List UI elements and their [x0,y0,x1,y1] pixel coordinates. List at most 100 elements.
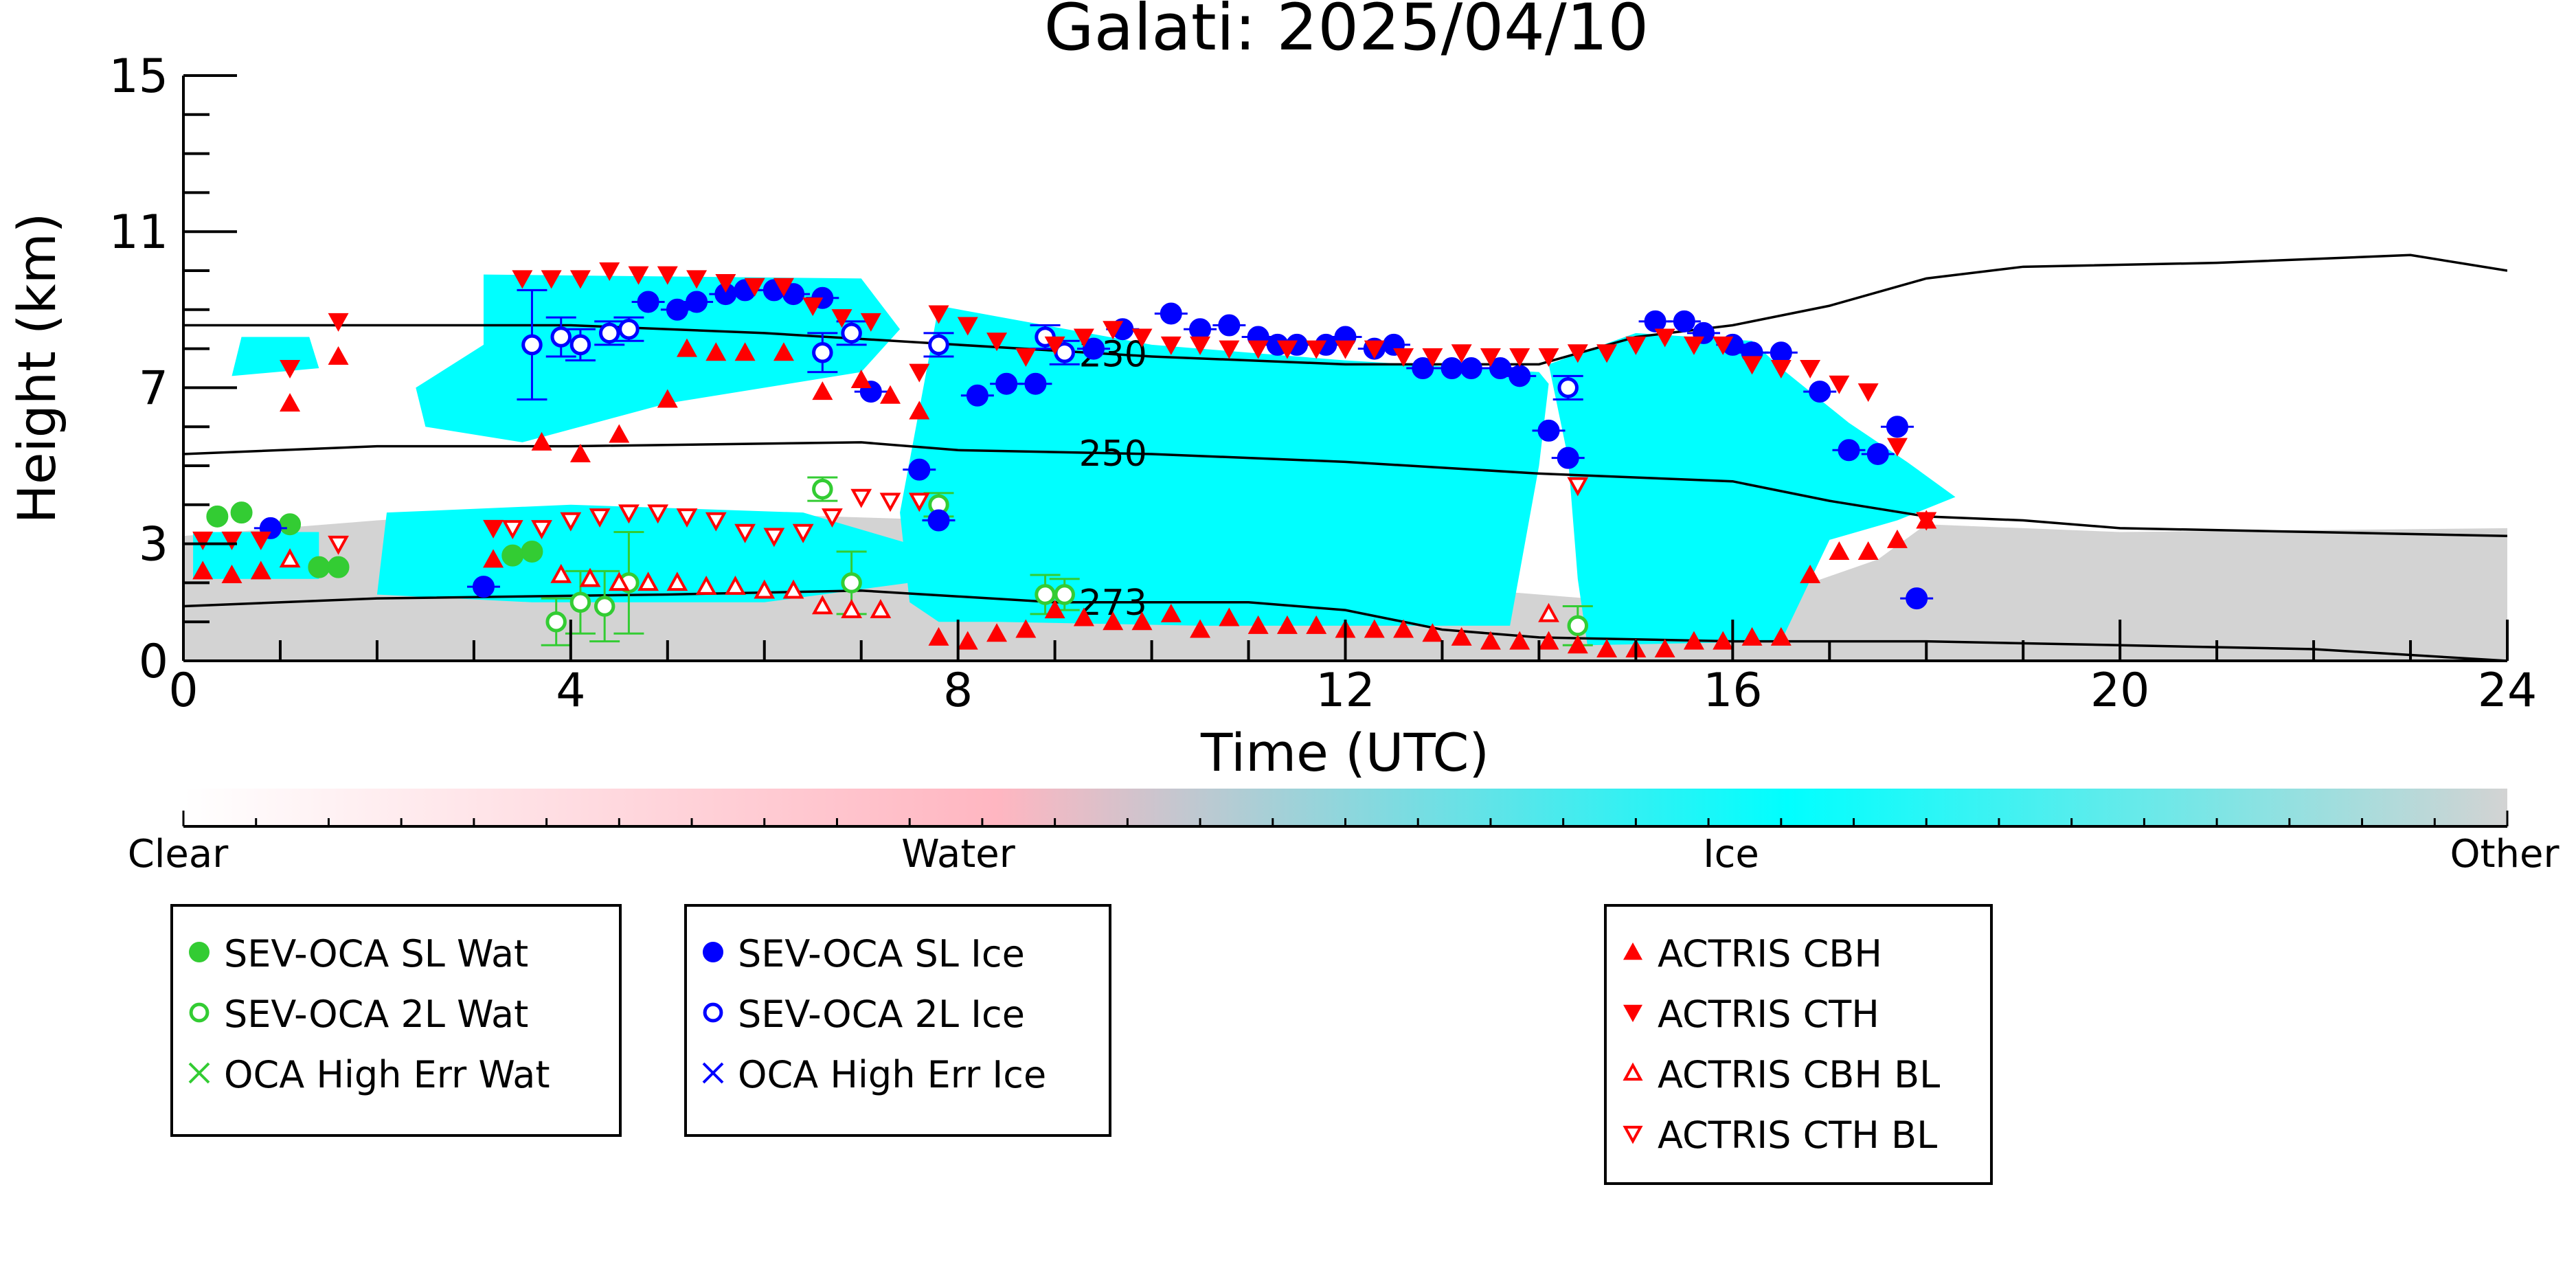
data-point [1916,512,1937,531]
legend-label: ACTRIS CTH [1658,993,1879,1036]
data-point [1537,419,1560,442]
data-point [1770,360,1792,379]
data-point [1538,602,1559,622]
data-point [1509,365,1531,387]
data-point [957,317,978,336]
data-point [1190,336,1211,355]
x-tick-label: 20 [2090,664,2150,718]
data-point [1683,336,1704,355]
data-point [1770,341,1792,364]
data-point [705,512,727,532]
y-tick-label: 15 [109,49,168,104]
colorbar-label-water: Water [901,832,1016,877]
chart-title: Galati: 2025/04/10 [1044,0,1649,65]
y-tick-label: 0 [139,635,168,689]
legend-box-1: SEV-OCA SL Wat SEV-OCA 2L Wat OCA High Err… [170,904,622,1137]
y-tick-label: 7 [139,361,168,416]
legend-marker [1623,1004,1642,1022]
data-point [879,385,901,404]
x-tick-label: 12 [1315,664,1375,718]
data-point [850,370,872,389]
legend-item-actris-cth-bl: ACTRIS CTH BL [1623,1114,1937,1157]
data-point [206,505,229,528]
data-point [1596,344,1618,363]
contour-line-250 [183,441,2507,537]
data-point [1160,336,1182,355]
data-point [1451,626,1472,646]
legend-label: ACTRIS CBH [1658,932,1882,975]
data-point [1393,619,1414,638]
data-point [1886,529,1908,548]
data-point [734,342,756,361]
legend-marker [1623,942,1642,960]
data-point [569,443,591,462]
data-point [328,535,349,555]
data-point [1460,357,1482,379]
data-point [812,478,833,500]
data-series [192,262,1937,657]
data-point [879,493,901,512]
legend-item-actris-cbh: ACTRIS CBH [1623,932,1882,975]
data-point [802,297,824,317]
data-point [1829,375,1850,394]
data-point [928,334,949,356]
data-point [908,493,930,512]
data-point [1673,310,1695,332]
data-point [1800,360,1821,379]
data-point [928,305,949,324]
data-point [1276,615,1298,634]
data-point [1567,635,1588,654]
data-point [1306,615,1327,634]
data-point [841,599,863,618]
data-point [686,291,708,313]
legend-marker [703,1002,723,1023]
data-point [594,596,615,617]
legend-item-actris-cbh-bl: ACTRIS CBH BL [1623,1053,1940,1096]
legend-label: SEV-OCA SL Wat [224,932,528,975]
data-point [280,393,301,412]
data-point [550,326,572,348]
legends: SEV-OCA SL Wat SEV-OCA 2L Wat OCA High Err… [170,904,1993,1185]
data-point [541,270,562,289]
data-point [1886,416,1908,438]
legend-item-sev-oca-sl-ice: SEV-OCA SL Ice [703,932,1025,975]
data-point [1770,626,1792,646]
data-point [676,508,698,528]
data-point [250,531,271,550]
data-point [1247,340,1269,359]
series-sev-oca-2l-ice [517,289,1583,400]
data-point [512,270,533,289]
data-point [1567,477,1589,497]
data-point [966,384,988,407]
mask-region-ice [1548,332,1956,646]
data-point [1015,619,1037,638]
x-tick-label: 8 [943,664,973,718]
data-point [1083,337,1105,360]
data-point [822,508,843,528]
legend-label: SEV-OCA 2L Wat [224,993,528,1036]
x-tick-label: 24 [2478,664,2538,718]
data-point [1625,336,1647,355]
legend-marker [189,1002,210,1023]
data-point [666,572,688,591]
data-point [608,572,630,591]
series-sev-oca-sl-wat [206,501,543,578]
data-point [1654,328,1675,348]
data-point [1567,615,1589,637]
data-point [725,575,746,595]
data-point [995,372,1018,395]
data-point [754,579,776,599]
legend-label: SEV-OCA SL Ice [738,932,1025,975]
legend-label: ACTRIS CBH BL [1658,1053,1940,1096]
data-point [1538,348,1559,367]
data-point [1480,631,1501,650]
legend-label: ACTRIS CTH BL [1658,1114,1937,1157]
data-point [1044,600,1065,619]
data-point [811,595,833,615]
y-axis-label: Height (km) [6,213,67,524]
data-point [531,520,552,540]
data-point [908,458,931,481]
data-point [579,567,601,587]
